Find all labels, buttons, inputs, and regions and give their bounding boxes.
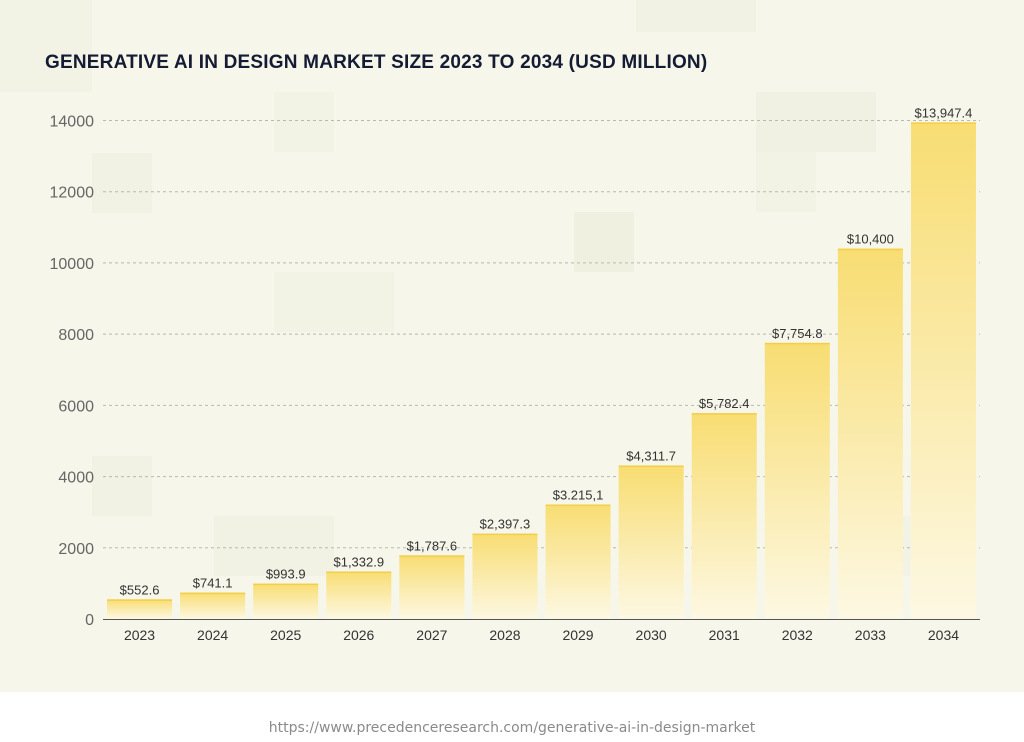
x-tick-label-2024: 2024 — [197, 627, 228, 643]
data-label-2030: $4,311.7 — [626, 448, 676, 463]
bar-2029 — [545, 504, 611, 619]
background-tile — [274, 92, 334, 152]
data-label-2024: $741.1 — [193, 576, 233, 591]
y-tick-label-4000: 4000 — [58, 470, 94, 487]
x-tick-label-2030: 2030 — [636, 627, 667, 643]
bar-2028 — [472, 533, 538, 619]
y-tick-label-8000: 8000 — [58, 327, 94, 344]
bar-2023 — [107, 599, 173, 619]
background-tile — [756, 152, 816, 212]
data-label-2034: $13,947.4 — [915, 105, 973, 120]
source-url: https://www.precedenceresearch.com/gener… — [268, 720, 756, 736]
data-label-2032: $7,754.8 — [772, 326, 823, 341]
x-tick-label-2029: 2029 — [562, 627, 593, 643]
data-label-2026: $1,332.9 — [333, 555, 384, 570]
background-tile — [92, 153, 152, 213]
x-tick-label-2028: 2028 — [489, 627, 520, 643]
background-tile — [274, 272, 394, 332]
x-tick-label-2026: 2026 — [343, 627, 374, 643]
bar-2032 — [764, 342, 830, 619]
x-tick-label-2031: 2031 — [709, 627, 740, 643]
bars — [107, 122, 976, 620]
x-tick-label-2034: 2034 — [928, 627, 959, 643]
y-tick-label-14000: 14000 — [50, 114, 95, 131]
background-tile — [214, 516, 334, 576]
y-tick-label-2000: 2000 — [58, 541, 94, 558]
data-label-2023: $552.6 — [120, 582, 160, 597]
y-tick-label-6000: 6000 — [58, 398, 94, 415]
background-tile — [92, 456, 152, 516]
bar-2030 — [618, 465, 684, 619]
x-tick-label-2027: 2027 — [416, 627, 447, 643]
data-label-2025: $993.9 — [266, 567, 306, 582]
y-tick-label-12000: 12000 — [50, 185, 95, 202]
x-tick-label-2025: 2025 — [270, 627, 301, 643]
x-tick-label-2023: 2023 — [124, 627, 155, 643]
data-label-2033: $10,400 — [847, 232, 894, 247]
data-label-2027: $1,787.6 — [407, 538, 458, 553]
bar-2024 — [180, 592, 246, 619]
y-tick-label-0: 0 — [85, 612, 94, 629]
bar-2027 — [399, 555, 465, 619]
background-tile — [756, 92, 876, 152]
background-tile — [636, 0, 756, 32]
bar-2031 — [691, 413, 757, 619]
chart-title: GENERATIVE AI IN DESIGN MARKET SIZE 2023… — [45, 52, 708, 73]
background-tile — [574, 212, 634, 272]
data-labels: $552.6 $741.1 $993.9 $1,332.9 $1,787.6 $2,397… — [120, 105, 973, 597]
grid-lines — [103, 120, 980, 549]
data-label-2028: $2,397.3 — [480, 517, 531, 532]
chart-panel: GENERATIVE AI IN DESIGN MARKET SIZE 2023… — [0, 0, 1024, 692]
x-tick-label-2032: 2032 — [782, 627, 813, 643]
bar-2033 — [837, 248, 903, 619]
x-axis: 2023 2024 2025 2026 2027 2028 2029 2030 2031 2032… — [103, 619, 980, 643]
y-axis: 0 2000 4000 6000 8000 10000 12000 14000 — [50, 114, 95, 630]
y-tick-label-10000: 10000 — [50, 256, 95, 273]
data-label-2031: $5,782.4 — [699, 396, 750, 411]
data-label-2029: $3.215,1 — [553, 488, 604, 503]
bar-2026 — [326, 571, 392, 619]
bar-2025 — [253, 583, 319, 619]
x-tick-label-2033: 2033 — [855, 627, 886, 643]
bar-2034 — [910, 122, 976, 620]
background-tile — [0, 0, 92, 92]
